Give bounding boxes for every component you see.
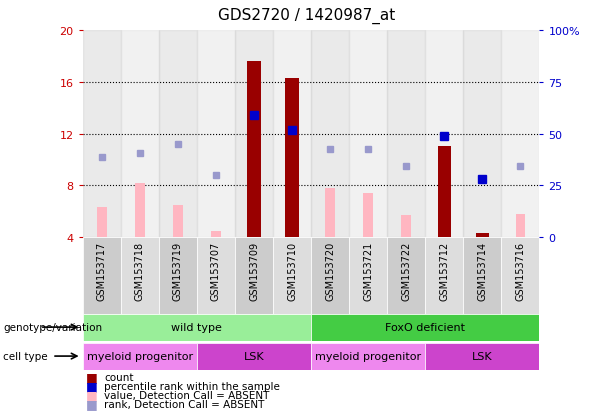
Bar bbox=[83, 237, 121, 314]
Text: ■: ■ bbox=[86, 397, 97, 411]
Bar bbox=[463, 237, 501, 314]
Bar bbox=[501, 237, 539, 314]
Bar bbox=[121, 31, 159, 237]
Text: GSM153709: GSM153709 bbox=[249, 241, 259, 300]
Bar bbox=[159, 237, 197, 314]
Bar bbox=[425, 31, 463, 237]
Text: rank, Detection Call = ABSENT: rank, Detection Call = ABSENT bbox=[104, 399, 265, 409]
Bar bbox=[286, 79, 299, 237]
Text: genotype/variation: genotype/variation bbox=[3, 322, 102, 332]
Bar bbox=[501, 31, 539, 237]
Text: GSM153719: GSM153719 bbox=[173, 241, 183, 300]
Text: GSM153721: GSM153721 bbox=[363, 241, 373, 300]
Text: count: count bbox=[104, 372, 134, 382]
Text: GSM153710: GSM153710 bbox=[287, 241, 297, 300]
Bar bbox=[425, 343, 539, 370]
Text: GSM153707: GSM153707 bbox=[211, 241, 221, 300]
Text: percentile rank within the sample: percentile rank within the sample bbox=[104, 381, 280, 391]
Bar bbox=[326, 188, 335, 237]
Bar bbox=[387, 237, 425, 314]
Bar bbox=[197, 237, 235, 314]
Text: GSM153720: GSM153720 bbox=[325, 241, 335, 300]
Bar bbox=[173, 205, 183, 237]
Text: LSK: LSK bbox=[472, 351, 493, 361]
Text: GSM153714: GSM153714 bbox=[478, 241, 487, 300]
Text: myeloid progenitor: myeloid progenitor bbox=[87, 351, 193, 361]
Bar bbox=[402, 216, 411, 237]
Bar bbox=[349, 237, 387, 314]
Bar bbox=[159, 31, 197, 237]
Text: cell type: cell type bbox=[3, 351, 48, 361]
Bar bbox=[83, 31, 121, 237]
Bar bbox=[197, 343, 311, 370]
Text: LSK: LSK bbox=[244, 351, 264, 361]
Bar bbox=[197, 31, 235, 237]
Bar bbox=[311, 314, 539, 341]
Bar bbox=[349, 31, 387, 237]
Text: myeloid progenitor: myeloid progenitor bbox=[315, 351, 421, 361]
Text: ■: ■ bbox=[86, 370, 97, 383]
Bar bbox=[311, 343, 425, 370]
Bar bbox=[311, 31, 349, 237]
Bar bbox=[97, 208, 107, 237]
Text: ■: ■ bbox=[86, 379, 97, 392]
Bar bbox=[235, 237, 273, 314]
Text: GSM153722: GSM153722 bbox=[402, 241, 411, 301]
Text: GSM153718: GSM153718 bbox=[135, 241, 145, 300]
Bar bbox=[135, 183, 145, 237]
Text: FoxO deficient: FoxO deficient bbox=[385, 322, 465, 332]
Bar bbox=[211, 231, 221, 237]
Bar bbox=[235, 31, 273, 237]
Bar bbox=[273, 237, 311, 314]
Bar bbox=[516, 214, 525, 237]
Bar bbox=[83, 343, 197, 370]
Text: wild type: wild type bbox=[172, 322, 223, 332]
Text: ■: ■ bbox=[86, 388, 97, 401]
Text: GSM153712: GSM153712 bbox=[440, 241, 449, 300]
Bar bbox=[311, 237, 349, 314]
Text: GSM153717: GSM153717 bbox=[97, 241, 107, 300]
Bar bbox=[463, 31, 501, 237]
Bar bbox=[425, 237, 463, 314]
Bar bbox=[248, 62, 261, 237]
Bar bbox=[476, 234, 489, 237]
Bar bbox=[364, 194, 373, 237]
Bar bbox=[83, 314, 311, 341]
Bar bbox=[387, 31, 425, 237]
Text: GDS2720 / 1420987_at: GDS2720 / 1420987_at bbox=[218, 8, 395, 24]
Text: GSM153716: GSM153716 bbox=[516, 241, 525, 300]
Bar bbox=[438, 147, 451, 237]
Bar bbox=[121, 237, 159, 314]
Bar bbox=[273, 31, 311, 237]
Text: value, Detection Call = ABSENT: value, Detection Call = ABSENT bbox=[104, 390, 270, 400]
